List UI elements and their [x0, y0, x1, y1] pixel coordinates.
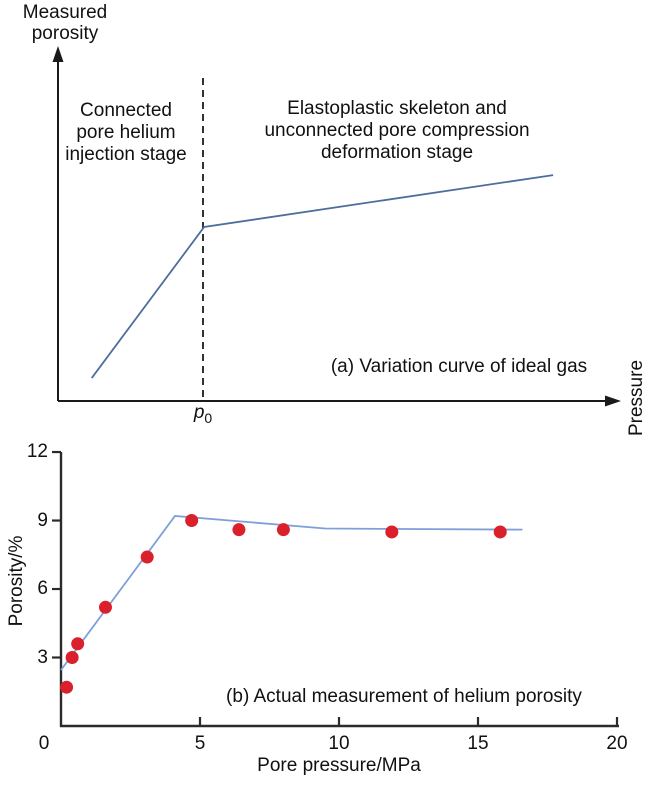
threshold-sub-0: 0 — [204, 409, 213, 426]
chart-b-data-point — [60, 680, 74, 694]
chart-b-data-point — [232, 523, 246, 537]
chart-b-data-point — [140, 550, 154, 564]
threshold-p: p — [193, 402, 205, 423]
left-stage-line2: pore helium — [76, 122, 176, 143]
chart-a-y-arrowhead — [52, 46, 64, 62]
chart-b-x-tick-label: 20 — [606, 733, 628, 754]
chart-b-data-point — [65, 651, 79, 665]
chart-a-right-stage-annotation: Elastoplastic skeleton and unconnected p… — [264, 98, 529, 164]
chart-b-trend-line — [60, 515, 523, 671]
left-stage-line1: Connected — [80, 100, 172, 121]
chart-b-x-tick-label: 15 — [467, 733, 489, 754]
chart-a-y-axis-title-line2: porosity — [31, 23, 99, 44]
chart-b-data-point — [185, 514, 199, 528]
chart-b-x-axis-title: Pore pressure/MPa — [257, 755, 421, 776]
chart-a-y-axis-title-line1: Measured — [22, 2, 108, 23]
chart-b-caption: (b) Actual measurement of helium porosit… — [226, 686, 582, 707]
chart-a-y-axis-title: Measured porosity — [23, 2, 108, 44]
chart-b-data-point — [71, 637, 85, 651]
left-stage-line3: injection stage — [65, 144, 187, 165]
chart-b-y-tick-label: 9 — [37, 509, 48, 531]
chart-b-y-tick-label: 12 — [26, 441, 48, 463]
right-stage-line2: unconnected pore compression — [264, 120, 530, 141]
chart-b-y-tick-label: 3 — [37, 646, 48, 668]
right-stage-line3: deformation stage — [320, 142, 474, 163]
chart-a-ideal-gas-curve — [90, 174, 554, 379]
chart-a-x-arrowhead — [605, 395, 621, 407]
chart-a-x-axis-title: Pressure — [626, 359, 647, 437]
chart-b-x-tick-label: 0 — [38, 733, 50, 754]
chart-a-caption: (a) Variation curve of ideal gas — [330, 356, 588, 377]
chart-b-x-tick-label: 10 — [328, 733, 350, 754]
chart-b-data-point — [493, 525, 507, 539]
chart-b-y-tick-label: 6 — [37, 578, 48, 600]
chart-b-x-tick-label: 5 — [194, 733, 206, 754]
chart-b-data-point — [385, 525, 399, 539]
right-stage-line1: Elastoplastic skeleton and — [287, 98, 507, 119]
chart-a-left-stage-annotation: Connected pore helium injection stage — [65, 100, 186, 166]
chart-b-data-point — [276, 523, 290, 537]
chart-b-data-point — [98, 600, 112, 614]
chart-a-threshold-label: p0 — [194, 402, 212, 429]
